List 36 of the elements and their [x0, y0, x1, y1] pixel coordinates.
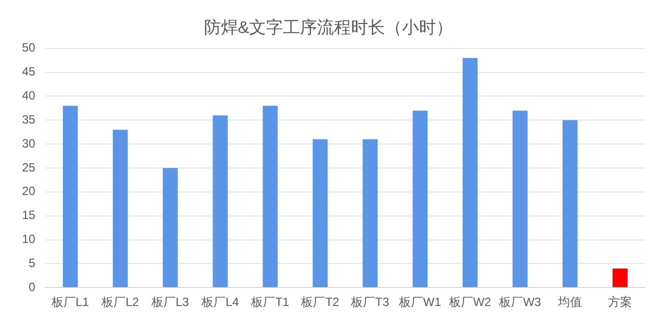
- x-tick-label: 板厂T1: [250, 295, 290, 310]
- x-tick-label: 板厂L4: [200, 295, 240, 310]
- bar: [212, 115, 228, 288]
- x-tick-label: 板厂W2: [448, 295, 492, 310]
- bar: [162, 168, 178, 288]
- x-tick-label: 板厂T3: [350, 295, 390, 310]
- bar: [562, 120, 578, 288]
- x-tick-label: 板厂W3: [498, 295, 542, 310]
- bar: [412, 110, 428, 288]
- y-tick-label: 40: [22, 88, 36, 103]
- bar: [312, 139, 328, 288]
- bar: [362, 139, 378, 288]
- y-tick-label: 45: [22, 64, 36, 79]
- x-tick-label: 板厂L3: [150, 295, 190, 310]
- bar: [62, 106, 78, 288]
- y-tick-label: 0: [28, 280, 36, 294]
- x-tick-label: 板厂W1: [398, 295, 442, 310]
- bar: [612, 268, 628, 288]
- y-tick-label: 25: [22, 160, 36, 174]
- y-tick-label: 50: [22, 40, 36, 55]
- x-tick-label: 均值: [557, 295, 582, 310]
- bar: [462, 58, 478, 288]
- y-tick-label: 10: [22, 232, 36, 246]
- x-tick-label: 方案: [608, 295, 632, 310]
- y-tick-label: 5: [28, 256, 36, 270]
- y-tick-label: 15: [22, 208, 36, 222]
- x-tick-label: 板厂L1: [50, 295, 90, 310]
- x-tick-label: 板厂L2: [100, 295, 140, 310]
- y-tick-label: 35: [22, 112, 36, 126]
- bar: [112, 130, 128, 288]
- bar: [512, 110, 528, 288]
- chart-title: 防焊&文字工序流程时长（小时）: [204, 18, 454, 37]
- bar: [262, 106, 278, 288]
- x-tick-label: 板厂T2: [300, 295, 340, 310]
- y-tick-label: 20: [22, 184, 36, 198]
- y-tick-label: 30: [22, 136, 36, 150]
